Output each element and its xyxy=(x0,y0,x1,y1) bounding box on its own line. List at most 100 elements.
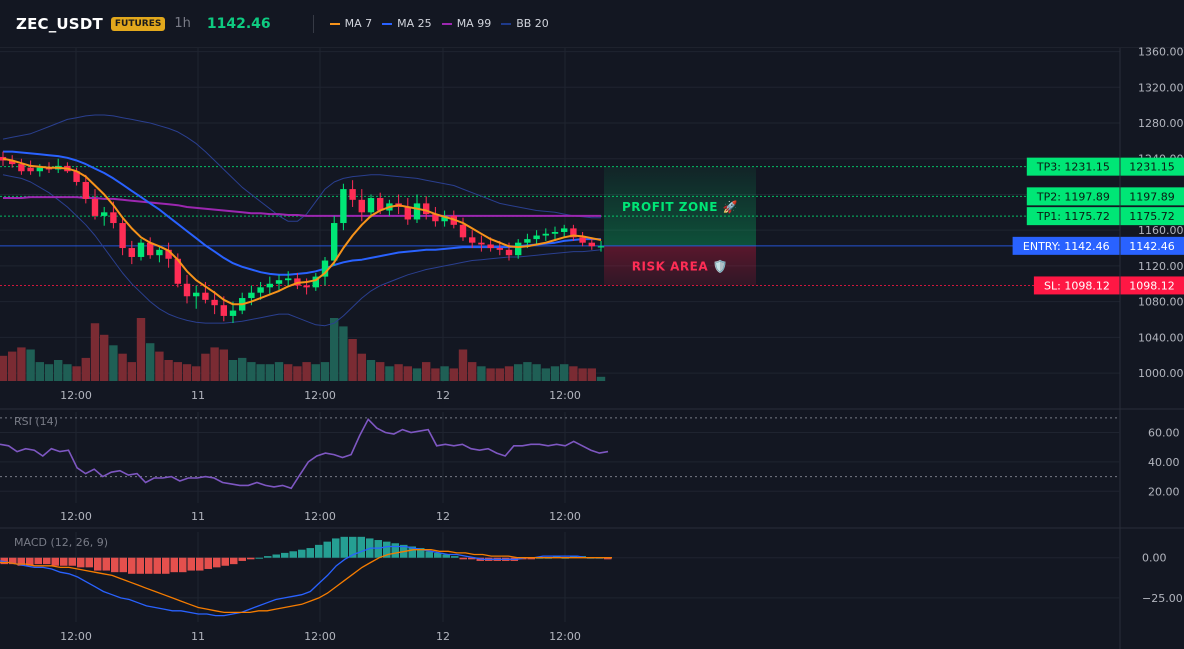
candle-body xyxy=(533,235,540,240)
macd-histogram-bar xyxy=(0,557,8,565)
candle-body xyxy=(478,242,485,245)
candle-body xyxy=(275,280,283,284)
rsi-pane: RSI (14) 20.00 40.00 60.00 12:00 11 12:00 12 12:… xyxy=(0,412,1180,523)
macd-histogram-bar xyxy=(162,557,170,574)
candle-body xyxy=(110,212,117,224)
candle-body xyxy=(183,283,191,297)
candle-body xyxy=(358,199,365,213)
candle-body xyxy=(211,299,218,306)
macd-histogram-bar xyxy=(383,541,391,558)
macd-time-label: 12:00 xyxy=(60,630,92,643)
macd-histogram-bar xyxy=(298,549,306,558)
volume-bar xyxy=(422,362,431,381)
macd-histogram-bar xyxy=(196,557,204,571)
macd-histogram-bar xyxy=(17,557,25,566)
legend-ma25-label: MA 25 xyxy=(397,17,432,30)
volume-bar xyxy=(412,368,422,381)
candle-body xyxy=(367,198,375,213)
volume-bar xyxy=(8,351,17,381)
candle-body xyxy=(220,305,227,316)
legend-ma99[interactable]: MA 99 xyxy=(441,17,492,30)
macd-histogram-bar xyxy=(9,557,17,565)
macd-histogram-bar xyxy=(60,557,68,566)
macd-histogram-bar xyxy=(153,557,161,574)
macd-histogram-bar xyxy=(442,554,450,558)
macd-histogram-bar xyxy=(425,551,433,558)
candle-body xyxy=(588,242,595,247)
legend-ma25[interactable]: MA 25 xyxy=(382,17,432,30)
volume-bar xyxy=(210,347,219,381)
volume-bar xyxy=(90,323,100,381)
level-tag-label: SL: 1098.12 xyxy=(1044,279,1110,292)
volume-bar xyxy=(514,364,523,381)
macd-histogram-bar xyxy=(527,557,535,560)
macd-histogram-bar xyxy=(553,556,561,558)
level-tag-label: TP1: 1175.72 xyxy=(1036,210,1110,223)
macd-histogram-bar xyxy=(289,551,297,558)
candle-body xyxy=(101,212,108,216)
candle-body xyxy=(147,242,154,256)
macd-histogram-bar xyxy=(68,557,76,566)
volume-bar xyxy=(54,360,63,381)
macd-signal-line xyxy=(0,549,612,614)
macd-histogram-bar xyxy=(204,557,212,569)
timeframe-label[interactable]: 1h xyxy=(174,16,191,31)
level-price-tag xyxy=(1120,207,1184,226)
legend-ma99-swatch xyxy=(441,22,452,25)
bb-upper-line xyxy=(2,114,601,222)
volume-bar xyxy=(192,366,201,381)
macd-histogram-bar xyxy=(315,544,323,558)
rsi-axis-label: 60.00 xyxy=(1148,427,1180,440)
level-tag xyxy=(1026,207,1120,226)
price-axis-label: 1360.00 xyxy=(1138,46,1184,59)
volume-bar xyxy=(532,364,541,381)
candle-body xyxy=(229,310,237,316)
candle-body xyxy=(165,249,172,259)
price-axis-label: 1000.00 xyxy=(1138,367,1184,380)
candle-body xyxy=(312,276,319,288)
legend-bb20[interactable]: BB 20 xyxy=(501,17,549,30)
level-tag-label: TP2: 1197.89 xyxy=(1036,190,1110,203)
macd-histogram-bar xyxy=(451,556,459,558)
macd-histogram-bar xyxy=(119,557,127,573)
macd-histogram-bar xyxy=(374,540,382,558)
volume-bar xyxy=(486,368,495,381)
last-price: 1142.46 xyxy=(206,15,271,32)
candle-body xyxy=(285,278,292,281)
volume-bar xyxy=(320,362,330,381)
candle-body xyxy=(570,228,577,238)
level-tag xyxy=(1033,276,1120,295)
volume-bar xyxy=(394,364,403,381)
macd-title: MACD (12, 26, 9) xyxy=(14,536,108,549)
level-tag-label: TP3: 1231.15 xyxy=(1036,161,1110,174)
volume-bar xyxy=(596,376,606,381)
volume-bar xyxy=(376,362,385,381)
volume-bar xyxy=(403,366,412,381)
legend-ma7[interactable]: MA 7 xyxy=(329,17,372,30)
symbol-label[interactable]: ZEC_USDT xyxy=(16,14,103,33)
macd-histogram-bar xyxy=(468,557,476,560)
bb-lower-line xyxy=(2,174,602,327)
candle-body xyxy=(542,233,549,236)
candle-body xyxy=(137,242,145,257)
volume-bar xyxy=(357,353,366,381)
candle-body xyxy=(404,206,411,220)
candle-body xyxy=(202,292,209,300)
legend-ma99-label: MA 99 xyxy=(456,17,492,30)
volume-bar xyxy=(587,368,596,381)
volume-bar xyxy=(63,364,72,381)
candle-body xyxy=(91,198,99,216)
macd-histogram-bar xyxy=(230,557,238,565)
macd-histogram-bar xyxy=(264,556,272,558)
volume-bar xyxy=(173,362,182,381)
candle-body xyxy=(524,239,531,243)
macd-histogram-bar xyxy=(179,557,187,573)
price-axis-label: 1120.00 xyxy=(1138,260,1184,273)
macd-histogram-bar xyxy=(323,541,331,558)
volume-bar xyxy=(265,364,274,381)
level-price-label: 1175.72 xyxy=(1129,210,1175,223)
legend-ma25-swatch xyxy=(382,22,393,25)
price-axis-label: 1080.00 xyxy=(1138,296,1184,309)
risk-zone xyxy=(604,245,756,286)
